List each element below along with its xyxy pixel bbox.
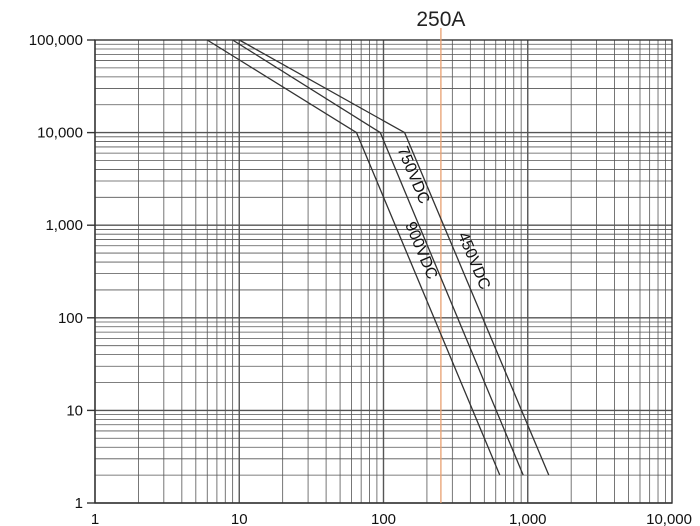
curve-label-900vdc: 900VDC [401,220,440,282]
current-marker: 250A [416,8,465,503]
y-tick-label: 1,000 [45,217,83,234]
y-tick-label: 1 [75,495,83,512]
x-axis-tick-labels: 1 10 100 1,000 10,000 [91,511,692,526]
series-line-900vdc [206,39,501,476]
x-tick-label: 100 [371,511,396,526]
series-line-450vdc [238,39,550,476]
y-tick-label: 100,000 [29,32,83,49]
plot-grid [94,40,672,504]
plot-border [94,39,673,504]
series-group [206,39,550,476]
x-tick-label: 1 [91,511,99,526]
y-axis-tick-labels: 1 10 100 1,000 10,000 100,000 [29,32,95,512]
y-tick-label: 10 [66,402,83,419]
y-tick-label: 100 [58,310,83,327]
x-tick-label: 10 [231,511,248,526]
x-tick-label: 10,000 [646,511,692,526]
marker-label: 250A [416,8,465,31]
series-line-750vdc [232,39,524,476]
y-tick-label: 10,000 [37,125,83,142]
plot-frame [94,39,673,504]
x-tick-label: 1,000 [509,511,547,526]
